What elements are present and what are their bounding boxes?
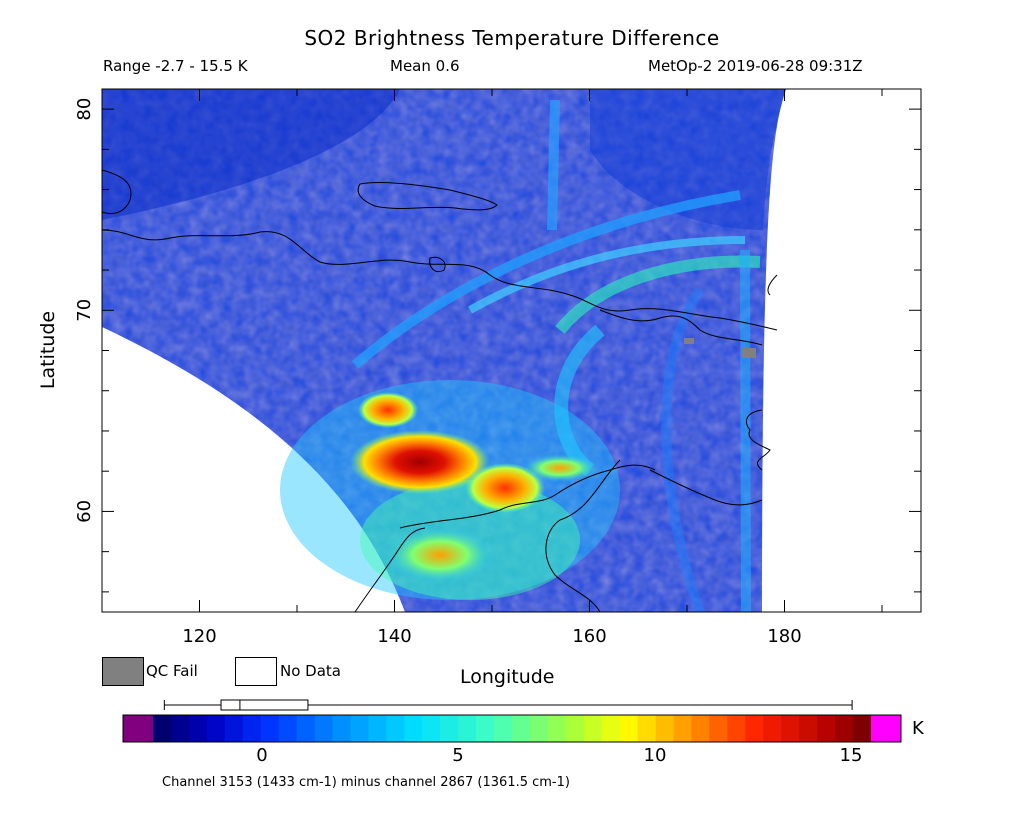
- new-siberian-islands: [357, 182, 498, 211]
- plume-southern: [385, 527, 495, 583]
- colorbar-tick-label: 15: [839, 745, 863, 766]
- axis-ticks: [101, 89, 921, 612]
- colorbar-segment: [673, 715, 692, 742]
- colorbar-tick-label: 10: [643, 745, 667, 766]
- colorbar-segment: [817, 715, 836, 742]
- swath-dark-band: [102, 89, 400, 220]
- colorbar-tick-label: 0: [256, 745, 268, 766]
- colorbar-unit: K: [912, 718, 924, 739]
- colorbar-under: [123, 715, 153, 742]
- y-tick-label: 60: [74, 500, 95, 523]
- colorbar-segment: [458, 715, 477, 742]
- colorbar-segment: [727, 715, 746, 742]
- colorbar-segment: [745, 715, 764, 742]
- x-tick-label: 140: [377, 626, 411, 647]
- colorbar-segment: [619, 715, 639, 742]
- y-axis-label: Latitude: [37, 310, 59, 390]
- qc-fail-pixel: [684, 338, 694, 344]
- scan-arc-mid: [468, 236, 746, 314]
- colorbar-tick-label: 5: [452, 745, 464, 766]
- axis-tick-labels: 120 140 160 180 60 70 80: [74, 98, 802, 647]
- colorbar-segment: [440, 715, 459, 742]
- boxplot-box: [220, 699, 309, 711]
- island-small: [429, 256, 446, 273]
- channel-caption: Channel 3153 (1433 cm-1) minus channel 2…: [162, 775, 570, 790]
- satellite-time-text: MetOp-2 2019-06-28 09:31Z: [648, 57, 863, 75]
- plume-main: [350, 430, 490, 494]
- colorbar-segment: [512, 715, 531, 742]
- boxplot: [163, 699, 853, 711]
- qc-fail-swatch: [102, 657, 144, 686]
- colorbar-over: [871, 715, 901, 742]
- colorbar-segment: [242, 715, 262, 742]
- colorbar-segment: [260, 715, 280, 742]
- colorbar-segment: [170, 715, 190, 742]
- colorbar-segment: [763, 715, 782, 742]
- colorbar-segment: [188, 715, 208, 742]
- coastline-chukotka: [599, 309, 763, 346]
- range-text: Range -2.7 - 15.5 K: [103, 57, 248, 75]
- y-tick-label: 70: [74, 299, 95, 322]
- plume-arc: [358, 392, 418, 428]
- scan-curve-lower: [661, 287, 705, 612]
- colorbar-segment: [368, 715, 387, 742]
- colorbar-segment: [153, 715, 172, 742]
- colorbar-segment: [350, 715, 369, 742]
- coastline-sakhalin: [354, 527, 426, 612]
- scan-arc-outer: [351, 190, 741, 369]
- colorbar-segment: [476, 715, 495, 742]
- no-data-swatch: [235, 657, 277, 686]
- colorbar-segment: [206, 715, 226, 742]
- coastline-bering: [649, 469, 763, 506]
- coastlines: [102, 169, 778, 612]
- coastline-kamchatka: [545, 459, 621, 612]
- x-tick-label: 160: [572, 626, 606, 647]
- colorbar-segment: [332, 715, 351, 742]
- coastline-north-siberia: [102, 229, 778, 331]
- colorbar-segment: [494, 715, 513, 742]
- colorbar-segment: [655, 715, 675, 742]
- coastline-okhotsk: [399, 464, 656, 529]
- y-tick-label: 80: [74, 98, 95, 121]
- colorbar-segment: [296, 715, 316, 742]
- colorbar-segment: [853, 715, 872, 742]
- colorbar-segment: [601, 715, 621, 742]
- qc-fail-pixel: [742, 348, 756, 358]
- qc-fail-label: QC Fail: [146, 662, 198, 680]
- colorbar-segment: [799, 715, 818, 742]
- colorbar-segment: [404, 715, 423, 742]
- colorbar: [122, 714, 902, 743]
- x-tick-label: 180: [767, 626, 801, 647]
- colorbar-segment: [422, 715, 441, 742]
- scan-arc-inner: [555, 255, 761, 334]
- swath-layer: [102, 89, 786, 612]
- scan-column-right: [740, 249, 751, 612]
- colorbar-segment: [386, 715, 405, 742]
- no-data-label: No Data: [280, 662, 341, 680]
- colorbar-segment: [547, 715, 567, 742]
- colorbar-frame: [122, 714, 902, 743]
- chart-title: SO2 Brightness Temperature Difference: [304, 26, 720, 50]
- colorbar-segment: [529, 715, 549, 742]
- colorbar-segment: [278, 715, 298, 742]
- plume-east: [522, 454, 598, 482]
- colorbar-segment: [709, 715, 728, 742]
- x-tick-label: 120: [182, 626, 216, 647]
- x-axis-label: Longitude: [460, 666, 555, 688]
- coastline-taymyr: [102, 169, 132, 214]
- colorbar-segment: [691, 715, 710, 742]
- colorbar-segment: [835, 715, 854, 742]
- scan-column: [547, 99, 560, 231]
- mean-text: Mean 0.6: [390, 57, 460, 75]
- coastline-alaska: [746, 274, 778, 471]
- colorbar-segment: [583, 715, 603, 742]
- colorbar-segment: [565, 715, 585, 742]
- colorbar-segment: [637, 715, 657, 742]
- colorbar-segment: [781, 715, 800, 742]
- plume-secondary: [465, 463, 545, 513]
- colorbar-segment: [224, 715, 244, 742]
- colorbar-segment: [314, 715, 333, 742]
